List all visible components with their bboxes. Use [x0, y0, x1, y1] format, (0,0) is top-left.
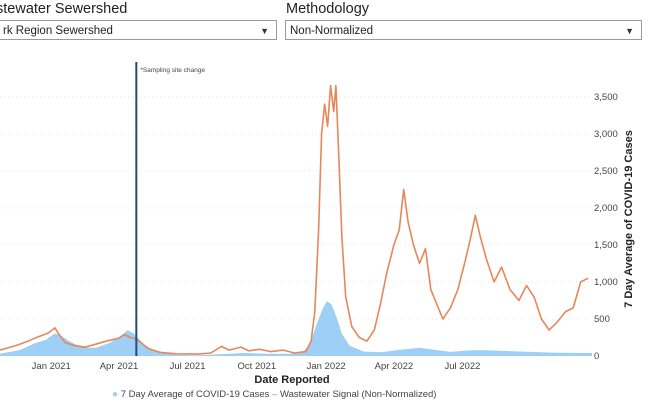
x-axis: Jan 2021 Apr 2021 Jul 2021 Oct 2021 Jan 2022… — [32, 361, 481, 372]
methodology-label: Methodology — [286, 1, 370, 17]
sewershed-label: stewater Sewershed — [0, 1, 128, 17]
methodology-select[interactable]: Non-Normalized ▼ — [285, 20, 642, 40]
wastewater-line — [0, 84, 589, 355]
sampling-site-change-label: *Sampling site change — [140, 67, 205, 74]
chevron-down-icon: ▼ — [260, 26, 269, 36]
y-axis-title: 7 Day Average of COVID-19 Cases — [623, 130, 635, 308]
y-tick-label: 1,000 — [594, 277, 618, 288]
y-tick-label: 2,000 — [594, 203, 618, 214]
x-axis-title: Date Reported — [254, 374, 329, 386]
y-tick-label: 1,500 — [594, 240, 618, 251]
x-tick-label: Apr 2022 — [375, 361, 414, 372]
y-tick-label: 2,500 — [594, 166, 618, 177]
legend-signal: Wastewater Signal (Non-Normalized) — [280, 389, 437, 400]
y-axis: 0 500 1,000 1,500 2,000 2,500 3,000 3,500 — [594, 92, 618, 362]
chart-legend: ● 7 Day Average of COVID-19 Cases – Wast… — [112, 389, 436, 400]
cases-area-series — [0, 301, 592, 356]
y-tick-label: 0 — [594, 351, 599, 362]
x-tick-label: Oct 2021 — [238, 361, 277, 372]
x-tick-label: Jan 2021 — [32, 361, 71, 372]
x-tick-label: Jul 2022 — [444, 361, 480, 372]
chevron-down-icon: ▼ — [625, 26, 634, 36]
y-tick-label: 3,000 — [594, 129, 618, 140]
sewershed-select[interactable]: rk Region Sewershed ▼ — [0, 20, 277, 40]
gridlines — [0, 96, 592, 357]
wastewater-chart: *Sampling site change 0 500 1,000 1,500 2,00… — [0, 62, 635, 386]
x-tick-label: Jan 2022 — [307, 361, 346, 372]
x-tick-label: Apr 2021 — [100, 361, 139, 372]
y-tick-label: 3,500 — [594, 92, 618, 103]
y-tick-label: 500 — [594, 314, 610, 325]
cases-area — [0, 301, 592, 356]
methodology-select-value: Non-Normalized — [290, 25, 374, 37]
signal-legend-swatch: – — [272, 389, 278, 400]
wastewater-line-series — [0, 84, 589, 355]
legend-cases: 7 Day Average of COVID-19 Cases — [120, 389, 270, 400]
sampling-site-annotation: *Sampling site change — [135, 62, 205, 356]
sewershed-select-value: rk Region Sewershed — [3, 25, 113, 37]
x-tick-label: Jul 2021 — [170, 361, 206, 372]
cases-legend-swatch: ● — [112, 389, 119, 400]
